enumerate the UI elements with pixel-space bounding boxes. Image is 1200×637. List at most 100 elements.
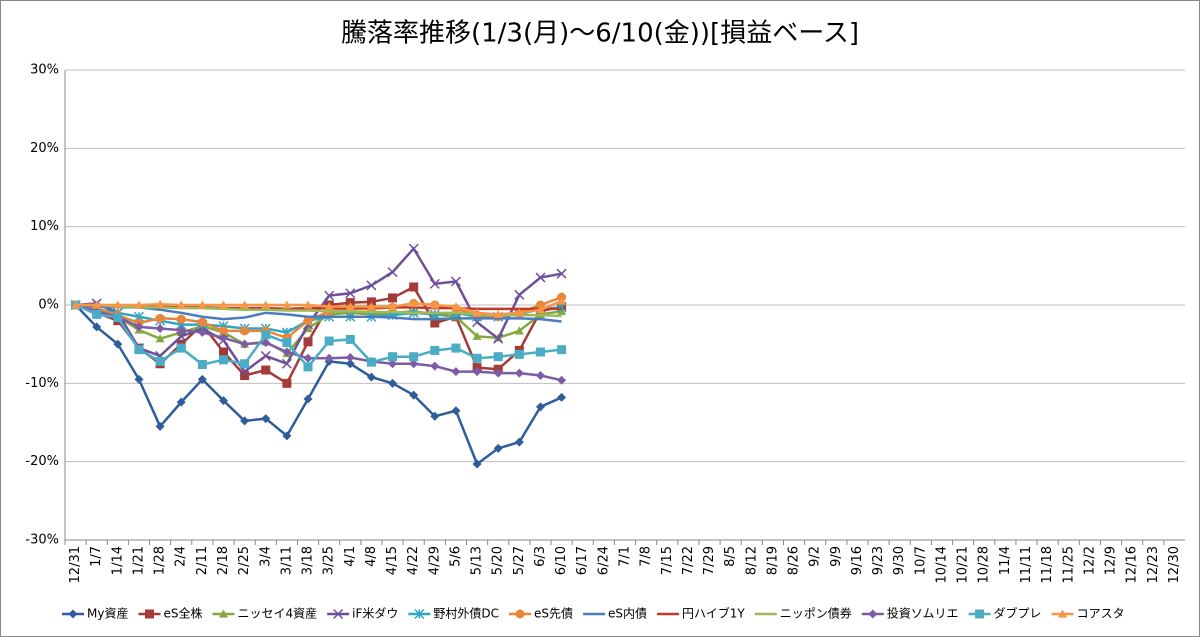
marker [176, 314, 186, 324]
marker [218, 300, 228, 309]
legend-item: My資産 [62, 606, 128, 621]
legend-label: eS全株 [163, 606, 202, 621]
x-tick-label: 12/31 [68, 546, 83, 583]
series-line [75, 303, 562, 356]
x-tick-label: 8/19 [765, 546, 780, 575]
legend-label: ニッセイ4資産 [237, 606, 317, 621]
x-tick-label: 9/23 [871, 546, 886, 575]
legend-label: eS先債 [534, 606, 573, 621]
x-tick-label: 2/18 [216, 546, 231, 575]
marker [472, 308, 482, 317]
x-tick-label: 11/18 [1040, 546, 1055, 583]
marker [493, 352, 503, 362]
marker [282, 378, 292, 388]
x-tick-label: 8/26 [787, 546, 802, 575]
marker [409, 282, 419, 292]
marker [240, 326, 250, 336]
x-tick-label: 10/7 [913, 546, 928, 575]
legend-item: iF米ダウ [327, 606, 398, 621]
x-tick-label: 1/14 [110, 546, 125, 575]
marker [176, 300, 186, 309]
x-tick-label: 10/21 [956, 546, 971, 583]
marker [975, 609, 985, 619]
marker [556, 268, 567, 279]
marker [240, 416, 250, 426]
x-tick-label: 1/7 [89, 546, 104, 567]
x-tick-label: 3/4 [258, 546, 273, 567]
marker [324, 336, 334, 346]
marker [430, 411, 440, 421]
marker [493, 333, 504, 344]
marker [387, 267, 398, 278]
x-tick-label: 9/9 [829, 546, 844, 567]
marker [324, 290, 335, 301]
marker [240, 300, 250, 309]
x-tick-label: 9/16 [850, 546, 865, 575]
x-tick-label: 9/2 [808, 546, 823, 567]
marker [303, 394, 313, 404]
marker [134, 374, 144, 384]
marker [155, 299, 165, 308]
x-tick-label: 12/30 [1167, 546, 1182, 583]
legend-label: 円ハイブ1Y [682, 606, 745, 621]
marker [218, 355, 228, 365]
marker [514, 349, 524, 359]
legend-label: eS内債 [608, 606, 647, 621]
marker [260, 350, 271, 361]
x-tick-label: 11/11 [1019, 546, 1034, 583]
marker [261, 330, 271, 340]
marker [282, 300, 292, 309]
y-tick-label: -30% [25, 533, 59, 548]
x-tick-label: 8/12 [744, 546, 759, 575]
legend-label: ダブプレ [994, 606, 1042, 621]
marker [451, 302, 461, 311]
x-tick-label: 6/3 [533, 546, 548, 567]
marker [388, 352, 398, 362]
legend-label: iF米ダウ [352, 606, 398, 621]
marker [324, 353, 334, 363]
marker [261, 365, 271, 375]
marker [113, 313, 123, 323]
marker [155, 313, 165, 323]
x-tick-label: 4/8 [364, 546, 379, 567]
marker [113, 339, 123, 349]
legend-label: 投資ソムリエ [887, 606, 959, 621]
marker [1058, 609, 1068, 618]
marker [493, 443, 503, 453]
marker [197, 327, 207, 337]
marker [92, 322, 102, 332]
marker [303, 353, 313, 363]
marker [388, 302, 398, 311]
marker [535, 305, 545, 314]
marker [366, 372, 376, 382]
marker [430, 361, 440, 371]
x-tick-label: 4/29 [427, 546, 442, 575]
marker [345, 352, 355, 362]
x-tick-label: 10/14 [934, 546, 949, 583]
legend-item: ダブプレ [968, 606, 1042, 621]
marker [493, 368, 503, 378]
marker [144, 609, 154, 619]
marker [514, 437, 524, 447]
x-tick-label: 7/22 [681, 546, 696, 575]
legend-label: 野村外債DC [433, 606, 499, 621]
marker [535, 402, 545, 412]
marker [155, 421, 165, 431]
y-tick-label: -20% [25, 454, 59, 469]
marker [535, 272, 546, 283]
marker [345, 288, 356, 299]
marker [514, 368, 524, 378]
marker [557, 345, 567, 355]
marker [176, 331, 187, 342]
marker [261, 338, 271, 348]
marker [409, 298, 419, 308]
marker [414, 608, 425, 620]
legend-item: ニッセイ4資産 [212, 606, 317, 621]
marker [535, 300, 545, 310]
legend-item: 野村外債DC [408, 606, 499, 621]
marker [134, 300, 144, 309]
x-tick-label: 11/4 [998, 546, 1013, 575]
x-tick-label: 2/4 [174, 546, 189, 567]
marker [366, 357, 376, 367]
marker [281, 358, 292, 369]
